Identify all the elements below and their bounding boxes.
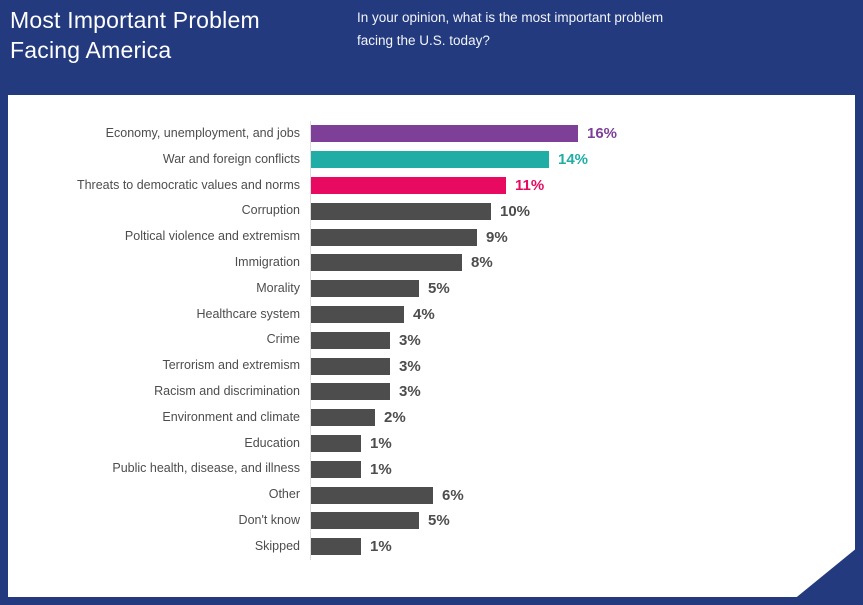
bar-chart: Economy, unemployment, and jobs 16% War an… — [8, 121, 855, 560]
bar-area: 5% — [310, 275, 855, 302]
page-title-line1: Most Important Problem — [10, 7, 260, 33]
category-label: Crime — [266, 332, 300, 347]
value-label: 9% — [486, 228, 508, 246]
chart-row: Economy, unemployment, and jobs 16% — [8, 121, 855, 147]
bar — [311, 280, 419, 298]
bar-area: 11% — [310, 172, 855, 199]
chart-row: Terrorism and extremism 3% — [8, 353, 855, 379]
category-label: Economy, unemployment, and jobs — [105, 126, 300, 141]
category-label: War and foreign conflicts — [162, 151, 300, 166]
bar-area: 1% — [310, 430, 855, 457]
bar-area: 1% — [310, 533, 855, 560]
value-label: 4% — [413, 305, 435, 323]
bar — [311, 512, 419, 530]
category-label: Terrorism and extremism — [162, 358, 300, 373]
chart-row: Environment and climate 2% — [8, 404, 855, 431]
survey-question-text: In your opinion, what is the most import… — [357, 10, 664, 48]
bar — [311, 409, 375, 427]
category-label: Don't know — [238, 512, 300, 527]
bar — [311, 151, 549, 169]
value-label: 3% — [399, 383, 421, 401]
bar — [311, 538, 361, 556]
bar-area: 6% — [310, 482, 855, 508]
chart-row: War and foreign conflicts 14% — [8, 146, 855, 173]
chart-card: Economy, unemployment, and jobs 16% War an… — [8, 95, 855, 597]
bar — [311, 460, 361, 478]
bar — [311, 434, 361, 452]
chart-row: Racism and discrimination 3% — [8, 378, 855, 405]
bar — [311, 176, 506, 194]
chart-row: Healthcare system 4% — [8, 301, 855, 328]
value-label: 1% — [370, 460, 392, 478]
category-label: Healthcare system — [196, 306, 300, 321]
bar — [311, 228, 477, 246]
category-label: Poltical violence and extremism — [124, 229, 300, 244]
chart-row: Immigration 8% — [8, 249, 855, 276]
bar — [311, 383, 390, 401]
category-label: Public health, disease, and illness — [112, 461, 300, 476]
bar-area: 3% — [310, 353, 855, 379]
page-title: Most Important Problem Facing America — [10, 5, 260, 65]
bar — [311, 125, 578, 143]
chart-row: Education 1% — [8, 430, 855, 457]
bar — [311, 202, 491, 220]
category-label: Skipped — [254, 538, 300, 553]
category-label: Threats to democratic values and norms — [76, 177, 300, 192]
value-label: 14% — [558, 151, 589, 169]
page-title-line2: Facing America — [10, 37, 172, 63]
value-label: 5% — [428, 280, 450, 298]
chart-row: Poltical violence and extremism 9% — [8, 224, 855, 250]
category-label: Immigration — [234, 255, 300, 269]
bar — [311, 254, 462, 272]
value-label: 2% — [384, 409, 406, 427]
value-label: 10% — [500, 202, 531, 220]
chart-row: Public health, disease, and illness 1% — [8, 456, 855, 483]
value-label: 6% — [442, 486, 464, 504]
bar-area: 16% — [310, 121, 855, 147]
value-label: 11% — [515, 176, 545, 194]
chart-row: Corruption 10% — [8, 198, 855, 225]
category-label: Morality — [256, 280, 300, 295]
value-label: 3% — [399, 357, 421, 375]
chart-row: Don't know 5% — [8, 507, 855, 534]
bar-area: 3% — [310, 378, 855, 405]
slide-header: Most Important Problem Facing America In… — [0, 0, 863, 95]
category-label: Education — [244, 435, 300, 450]
bar-area: 14% — [310, 146, 855, 173]
chart-row: Crime 3% — [8, 327, 855, 354]
value-label: 8% — [471, 254, 493, 272]
bar-area: 3% — [310, 327, 855, 354]
bar-area: 4% — [310, 301, 855, 328]
bar-area: 5% — [310, 507, 855, 534]
category-label: Corruption — [241, 203, 300, 218]
category-label: Racism and discrimination — [154, 383, 300, 398]
chart-row: Skipped 1% — [8, 533, 855, 560]
bar-area: 9% — [310, 224, 855, 250]
value-label: 3% — [399, 331, 421, 349]
bar-area: 2% — [310, 404, 855, 431]
bar-area: 8% — [310, 249, 855, 276]
bar — [311, 331, 390, 349]
chart-row: Morality 5% — [8, 275, 855, 302]
category-label: Other — [268, 487, 300, 502]
category-label: Environment and climate — [162, 409, 300, 424]
bar — [311, 357, 390, 375]
value-label: 1% — [370, 434, 392, 452]
value-label: 1% — [370, 538, 392, 556]
value-label: 5% — [428, 512, 450, 530]
bar — [311, 486, 433, 504]
chart-row: Other 6% — [8, 482, 855, 508]
bar-area: 1% — [310, 456, 855, 483]
bar-area: 10% — [310, 198, 855, 225]
bar — [311, 305, 404, 323]
chart-row: Threats to democratic values and norms 11… — [8, 172, 855, 199]
value-label: 16% — [587, 125, 618, 143]
